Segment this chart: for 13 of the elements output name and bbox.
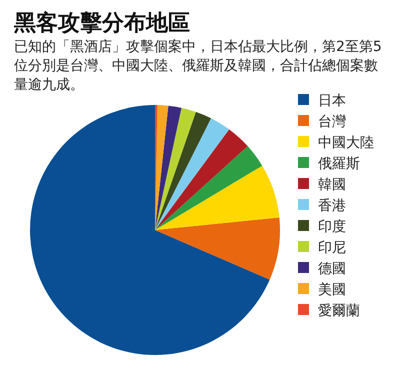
legend-label: 日本 — [318, 93, 346, 109]
legend-label: 香港 — [318, 198, 346, 214]
legend-label: 德國 — [318, 261, 346, 277]
legend-label: 韓國 — [318, 177, 346, 193]
chart-subtitle: 已知的「黑酒店」攻擊個案中，日本佔最大比例，第2至第5位分別是台灣、中國大陸、俄羅斯及韓國，合計佔總個案數量逾九成。 — [14, 39, 382, 93]
legend-label: 俄羅斯 — [318, 156, 360, 172]
legend-label: 美國 — [318, 282, 346, 298]
legend-label: 台灣 — [318, 114, 346, 130]
legend-label: 印度 — [318, 219, 346, 235]
chart-title: 黑客攻擊分布地區 — [14, 10, 190, 38]
legend-label: 印尼 — [318, 240, 346, 256]
legend-label: 愛爾蘭 — [318, 303, 360, 319]
legend-label: 中國大陸 — [318, 135, 374, 151]
